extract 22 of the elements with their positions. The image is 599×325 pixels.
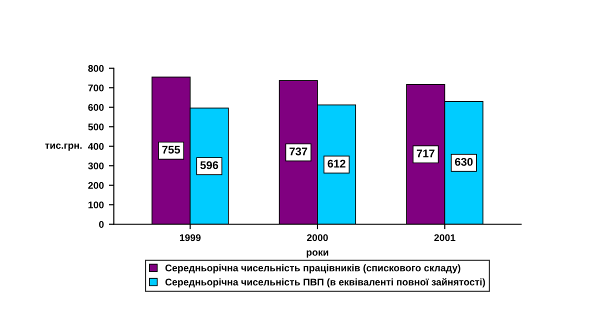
y-tick-label: 100 — [88, 201, 104, 208]
y-tick-label: 400 — [88, 142, 104, 150]
y-tick-label: 200 — [88, 182, 104, 189]
data-label: 596 — [200, 161, 218, 170]
data-label: 717 — [416, 150, 434, 158]
x-tick-label: 2000 — [306, 234, 328, 242]
x-axis-title: роки — [306, 250, 328, 258]
data-label: 737 — [290, 148, 308, 156]
y-tick-label: 300 — [88, 162, 104, 170]
y-tick-label: 600 — [88, 104, 104, 111]
x-tick-label: 1999 — [180, 234, 201, 242]
legend-label: Середньорічна чисельність ПВП (в еквіваленті повної зайнятості) — [165, 278, 486, 288]
y-tick-label: 0 — [99, 220, 104, 228]
y-tick-label: 500 — [88, 123, 104, 130]
data-label: 630 — [454, 158, 473, 166]
y-tick-label: 800 — [88, 64, 104, 72]
data-label: 755 — [162, 146, 180, 154]
y-tick-label: 700 — [88, 84, 104, 92]
x-tick-label: 2001 — [434, 234, 456, 242]
y-axis-title: тис.грн. — [45, 144, 82, 151]
legend-label: Середньорічна чисельність працівників (спискового складу) — [165, 264, 460, 274]
data-label: 612 — [328, 160, 346, 168]
